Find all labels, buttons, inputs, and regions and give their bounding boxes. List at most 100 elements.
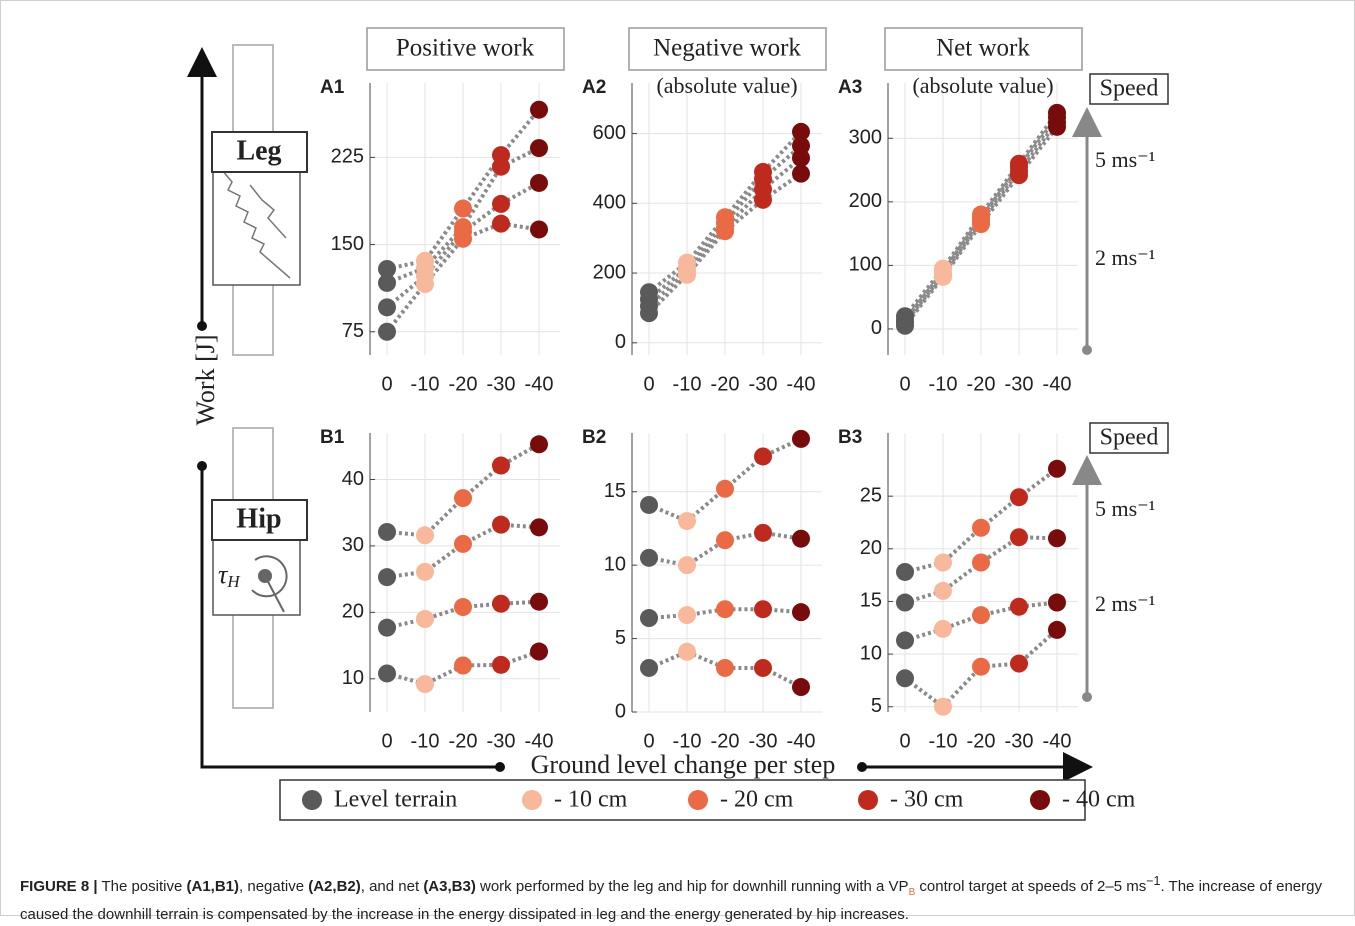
x-tick-label: 0 [643,730,654,752]
arrow-dot [197,461,207,471]
arrow-dot [495,762,505,772]
point [716,531,734,549]
point [678,556,696,574]
x-tick-label: -10 [673,730,702,752]
caption-part: (A2,B2) [308,878,361,895]
y-tick-label: 20 [342,601,364,623]
panel-label: A3 [838,77,862,98]
x-tick-label: -30 [487,730,516,752]
point [716,222,734,240]
panel-title: Positive work [396,35,535,62]
point [972,606,990,624]
point [640,549,658,567]
x-tick-label: -20 [711,373,740,395]
x-tick-label: 0 [899,373,910,395]
point [640,496,658,514]
legend-marker [302,790,322,810]
y-tick-label: 20 [860,537,882,559]
point [678,643,696,661]
point [1048,529,1066,547]
point [1048,594,1066,612]
speed-high: 5 ms⁻¹ [1095,496,1155,521]
caption-part: , and net [361,878,424,895]
point [640,659,658,677]
x-tick-label: -40 [787,373,816,395]
caption-part: , negative [239,878,308,895]
point [416,610,434,628]
x-tick-label: -40 [787,730,816,752]
y-tick-label: 0 [615,331,626,353]
y-tick-label: 400 [593,192,626,214]
x-tick-label: 0 [899,730,910,752]
point [492,215,510,233]
panel-label: B1 [320,427,345,448]
point [1048,118,1066,136]
point [1010,655,1028,673]
x-tick-label: -30 [487,373,516,395]
point [530,101,548,119]
caption-part: The positive [98,878,187,895]
point [530,220,548,238]
legend-label: - 30 cm [890,787,964,813]
point [454,200,472,218]
x-tick-label: -30 [749,373,778,395]
point [754,659,772,677]
point [454,598,472,616]
point [1010,166,1028,184]
x-tick-label: -40 [1043,373,1072,395]
x-tick-label: -40 [525,373,554,395]
caption-part: −1 [1146,874,1160,888]
y-tick-label: 0 [871,317,882,339]
legend-label: Level terrain [334,787,457,813]
speed-label: Speed [1100,76,1159,102]
x-tick-label: 0 [381,730,392,752]
point [678,606,696,624]
speed-high: 5 ms⁻¹ [1095,147,1155,172]
leg-label: Leg [236,135,281,166]
point [454,230,472,248]
y-tick-label: 30 [342,534,364,556]
x-tick-label: -20 [449,373,478,395]
caption-part: FIGURE 8 | [20,878,98,895]
point [530,435,548,453]
point [934,698,952,716]
point [640,609,658,627]
x-tick-label: -10 [929,730,958,752]
y-tick-label: 15 [860,590,882,612]
panel-subtitle: (absolute value) [912,73,1053,98]
point [378,323,396,341]
point [792,603,810,621]
x-tick-label: -20 [967,730,996,752]
panel-label: B2 [582,427,606,448]
point [934,553,952,571]
arrow-dot [857,762,867,772]
y-tick-label: 15 [604,480,626,502]
speed-low: 2 ms⁻¹ [1095,591,1155,616]
x-tick-label: 0 [643,373,654,395]
panel: 0510150-10-20-30-40B2 [582,427,822,752]
y-axis-label: Work [J] [191,334,220,425]
point [416,526,434,544]
arrow-dot [1082,345,1092,355]
panel-label: B3 [838,427,862,448]
y-tick-label: 225 [331,146,364,168]
point [416,675,434,693]
legend-label: - 10 cm [554,787,628,813]
caption-part: work performed by the leg and hip for do… [476,878,909,895]
point [716,480,734,498]
panel-label: A1 [320,77,345,98]
point [716,659,734,677]
x-tick-label: -40 [1043,730,1072,752]
panel-title: Negative work [653,35,801,62]
point [934,582,952,600]
point [972,658,990,676]
x-tick-label: -30 [749,730,778,752]
y-tick-label: 10 [604,553,626,575]
arrow-dot [1082,692,1092,702]
point [716,600,734,618]
point [378,523,396,541]
point [678,512,696,530]
point [896,594,914,612]
